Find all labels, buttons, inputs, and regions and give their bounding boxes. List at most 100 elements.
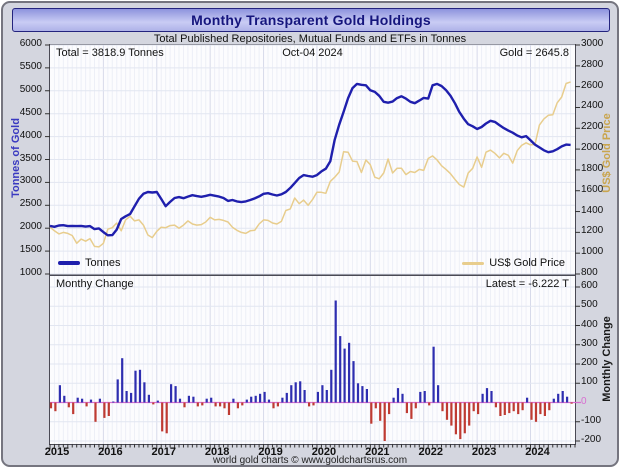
change-bar-positive (566, 396, 569, 403)
change-bar-positive (205, 398, 208, 403)
change-bar-negative (383, 402, 386, 441)
year-label: 2016 (98, 446, 123, 458)
change-bar-positive (254, 395, 257, 403)
change-bar-negative (539, 402, 542, 415)
change-bar-positive (285, 392, 288, 403)
axis-tick-label: 3000 (581, 38, 604, 49)
change-bar-positive (294, 382, 297, 403)
change-bar-positive (290, 385, 293, 403)
monthly-change-chart (49, 276, 581, 449)
change-bar-negative (49, 402, 53, 409)
axis-tick-label: 3500 (19, 152, 42, 164)
change-bar-negative (85, 402, 88, 407)
change-bar-positive (321, 385, 324, 403)
change-bar-negative (236, 402, 239, 409)
change-bar-positive (138, 369, 142, 403)
change-bar-positive (401, 393, 404, 403)
axis-tick-label: 5500 (19, 60, 42, 72)
change-bar-negative (450, 402, 453, 426)
change-bar-negative (508, 402, 511, 414)
change-bar-negative (272, 402, 275, 409)
change-bar-positive (81, 398, 84, 403)
change-bar-positive (526, 397, 529, 403)
change-bar-positive (303, 390, 306, 403)
axis-tick-label: 2200 (581, 121, 604, 133)
change-bar-positive (432, 346, 435, 403)
change-bar-negative (494, 402, 497, 408)
change-bar-negative (72, 402, 75, 415)
axis-tick-label: 2600 (581, 79, 604, 91)
change-bar-positive (343, 348, 346, 403)
change-bar-positive (419, 391, 422, 403)
change-bar-negative (441, 402, 444, 412)
year-label: 2021 (365, 446, 390, 458)
change-bar-positive (134, 370, 137, 403)
change-bar-negative (219, 402, 222, 407)
change-bar-positive (259, 393, 262, 403)
change-bar-negative (241, 402, 244, 406)
axis-tick-label: 1400 (581, 204, 604, 216)
change-bar-positive (174, 386, 177, 403)
change-bar-positive (365, 389, 368, 403)
axis-tick-label: 2500 (19, 198, 42, 210)
change-bar-positive (316, 391, 319, 403)
change-bar-negative (388, 402, 391, 415)
axis-tick-label: 200 (581, 357, 598, 368)
change-bar-negative (499, 402, 502, 416)
gold-price-legend-swatch (462, 261, 485, 265)
change-bar-positive (170, 384, 173, 403)
change-bar-positive (348, 342, 351, 403)
change-bar-positive (245, 399, 248, 403)
right-axis-tick-labels-price: 3000 2800 2600 2400 2200 2000 1800 1600 1400 1200… (581, 38, 617, 278)
gold-price-legend: US$ Gold Price (462, 257, 565, 269)
axis-tick-label: 400 (581, 318, 598, 330)
change-bar-positive (125, 391, 128, 403)
change-bar-negative (454, 402, 457, 435)
change-bar-positive (352, 361, 355, 403)
change-bar-negative (379, 402, 382, 421)
change-bar-negative (459, 402, 462, 440)
change-bar-positive (361, 386, 364, 403)
change-bar-negative (548, 402, 551, 411)
monthly-change-panel: Monthy Change Latest = -6.222 T (49, 275, 581, 449)
change-bar-negative (428, 402, 431, 406)
axis-tick-label: 1200 (581, 225, 604, 237)
change-bar-positive (192, 396, 195, 403)
axis-tick-label: 500 (581, 299, 598, 311)
year-label: 2015 (44, 446, 70, 458)
change-bar-negative (463, 402, 466, 434)
axis-tick-label: -200 (581, 434, 602, 445)
change-bar-positive (98, 398, 101, 403)
change-bar-negative (405, 402, 408, 414)
change-bar-positive (58, 385, 61, 403)
change-bar-negative (183, 402, 186, 408)
footer-credit: world gold charts © www.goldchartsrus.co… (212, 455, 408, 466)
year-label: 2017 (151, 446, 176, 458)
change-bar-positive (76, 397, 79, 403)
axis-tick-label: 800 (581, 267, 598, 278)
gold-price-annotation: Gold = 2645.8 (499, 47, 569, 59)
gold-price-line (49, 81, 571, 248)
axis-tick-label: 5000 (19, 83, 42, 95)
year-label: 2024 (525, 446, 550, 458)
year-label: 2018 (204, 446, 230, 458)
change-bar-positive (392, 397, 395, 403)
change-bar-positive (232, 398, 235, 403)
axis-tick-label: 2800 (581, 58, 604, 70)
change-bar-negative (54, 402, 57, 412)
change-bar-negative (570, 402, 573, 404)
change-bar-positive (437, 385, 440, 403)
change-bar-negative (445, 402, 449, 420)
change-bar-negative (196, 402, 199, 407)
change-bar-positive (330, 369, 333, 403)
year-label: 2023 (471, 446, 497, 458)
x-axis-year-labels: 2015 2016 2017 2018 2019 2020 2021 2022 2023 2024 (3, 446, 617, 459)
change-bar-positive (63, 395, 66, 403)
change-bar-negative (468, 402, 471, 426)
change-bar-negative (410, 402, 413, 419)
change-bar-negative (512, 402, 515, 412)
change-bar-positive (299, 381, 302, 403)
axis-tick-label: 1000 (581, 246, 604, 258)
axis-tick-label: 1800 (581, 162, 604, 174)
change-bar-positive (334, 300, 337, 403)
